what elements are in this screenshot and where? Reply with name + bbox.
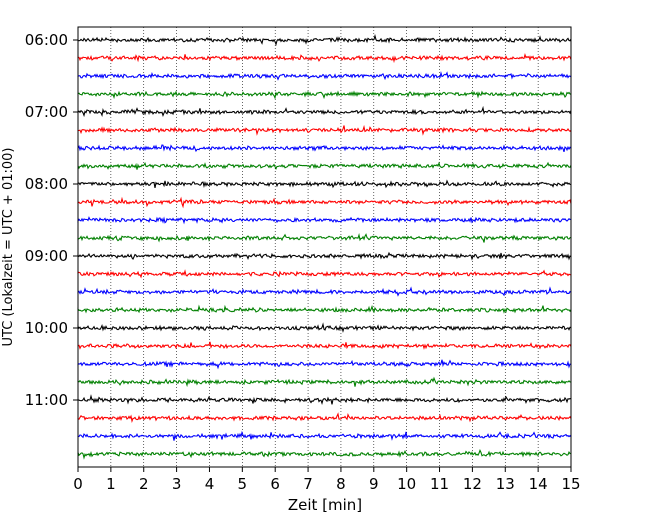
trace-10:30: [77, 359, 572, 370]
y-tick-label-09:00: 09:00: [25, 247, 68, 265]
seismic-traces: [77, 33, 572, 460]
grid-lines: [110, 27, 539, 467]
trace-08:30: [77, 216, 572, 225]
x-tick-label-7: 7: [303, 475, 313, 493]
x-tick-label-4: 4: [205, 475, 215, 493]
trace-09:15: [77, 269, 571, 279]
trace-11:30: [77, 430, 572, 441]
y-tick-label-10:00: 10:00: [25, 319, 68, 337]
trace-08:45: [77, 233, 572, 243]
x-tick-label-6: 6: [270, 475, 280, 493]
trace-09:45: [77, 304, 572, 314]
x-tick-label-13: 13: [496, 475, 515, 493]
x-tick-label-3: 3: [172, 475, 182, 493]
trace-10:00: [77, 322, 572, 333]
x-tick-label-5: 5: [238, 475, 248, 493]
x-tick-label-0: 0: [73, 475, 83, 493]
x-axis-ticks: 0 1 2 3 4 5 6 7 8 9 10 11 12 13 14 15: [73, 467, 581, 493]
x-axis-label: Zeit [min]: [288, 496, 362, 514]
x-tick-label-8: 8: [336, 475, 346, 493]
trace-07:30: [77, 144, 572, 153]
trace-11:00: [77, 394, 572, 406]
trace-11:45: [77, 448, 572, 460]
trace-11:15: [77, 412, 572, 423]
trace-07:00: [77, 105, 572, 118]
x-tick-label-2: 2: [139, 475, 149, 493]
y-tick-label-06:00: 06:00: [25, 31, 68, 49]
y-axis-label: UTC (Lokalzeit = UTC + 01:00): [1, 148, 16, 347]
trace-06:00: [77, 33, 572, 47]
y-tick-label-08:00: 08:00: [25, 175, 68, 193]
x-tick-label-14: 14: [529, 475, 548, 493]
trace-10:15: [77, 341, 572, 350]
trace-07:15: [77, 124, 572, 136]
x-tick-label-11: 11: [430, 475, 449, 493]
trace-06:45: [77, 90, 572, 100]
trace-06:15: [77, 52, 572, 64]
trace-09:00: [77, 251, 572, 261]
trace-08:00: [77, 179, 572, 189]
trace-07:45: [77, 161, 572, 170]
x-tick-label-9: 9: [369, 475, 379, 493]
trace-06:30: [77, 70, 572, 81]
x-tick-label-1: 1: [106, 475, 116, 493]
x-tick-label-15: 15: [561, 475, 580, 493]
plot-frame: [77, 26, 572, 468]
trace-09:30: [77, 286, 572, 297]
y-tick-label-11:00: 11:00: [25, 391, 68, 409]
trace-08:15: [77, 196, 572, 209]
trace-10:45: [77, 376, 571, 388]
x-tick-label-12: 12: [463, 475, 482, 493]
y-axis-ticks: 06:00 07:00 08:00 09:00 10:00 11:00: [25, 31, 78, 409]
y-tick-label-07:00: 07:00: [25, 103, 68, 121]
x-tick-label-10: 10: [397, 475, 416, 493]
